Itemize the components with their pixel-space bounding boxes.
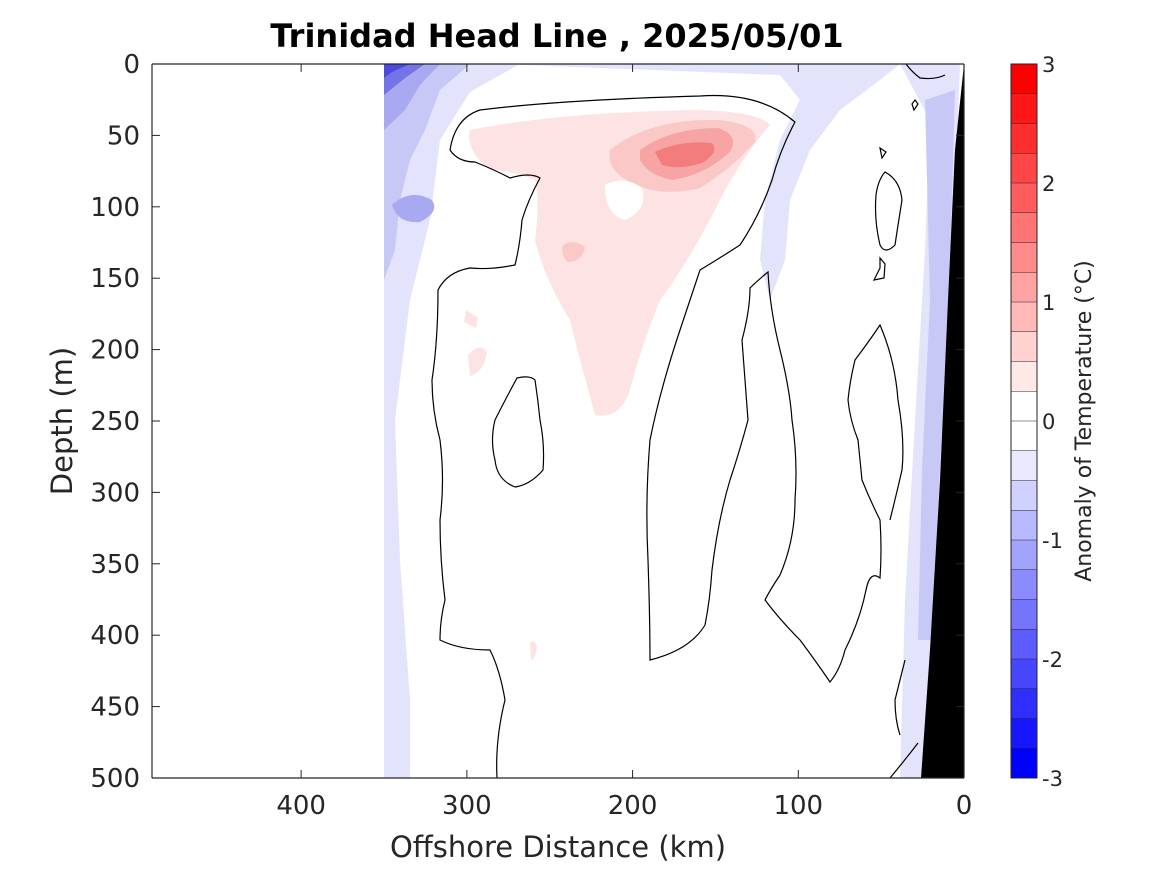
cold-anomaly-coastal-band-2 [918, 90, 955, 640]
anomaly-field [384, 64, 964, 778]
x-tick-label: 0 [956, 791, 973, 821]
y-tick-label: 250 [90, 407, 140, 437]
colorbar-cell [1011, 421, 1037, 452]
x-tick-label: 200 [608, 791, 658, 821]
colorbar-cell [1011, 272, 1037, 303]
colorbar-cell [1011, 629, 1037, 660]
colorbar-cell [1011, 212, 1037, 243]
colorbar-cell [1011, 540, 1037, 571]
colorbar-cell [1011, 93, 1037, 124]
colorbar-cell [1011, 183, 1037, 214]
colorbar-cell [1011, 64, 1037, 95]
colorbar-ticks: 3 2 1 0 -1 -2 -3 [1042, 53, 1063, 791]
y-axis-ticks: 0 50 100 150 200 250 300 350 400 450 500 [90, 50, 964, 794]
x-axis-label: Offshore Distance (km) [390, 830, 726, 864]
colorbar-cell [1011, 153, 1037, 184]
y-tick-label: 300 [90, 478, 140, 508]
colorbar: 3 2 1 0 -1 -2 -3 Anomaly of Temperature (°C) [1010, 53, 1097, 791]
y-tick-label: 450 [90, 693, 140, 723]
y-tick-label: 500 [90, 764, 140, 794]
colorbar-cell [1011, 688, 1037, 719]
non-anomaly-hole [605, 180, 644, 220]
colorbar-cell [1011, 361, 1037, 392]
x-tick-label: 300 [442, 791, 492, 821]
x-tick-label: 400 [276, 791, 326, 821]
warm-anomaly-isolated-2 [468, 347, 487, 376]
cold-anomaly-surface-strong [384, 64, 425, 95]
colorbar-cell [1011, 302, 1037, 333]
colorbar-cell [1011, 510, 1037, 541]
colorbar-cell [1011, 718, 1037, 749]
y-tick-label: 350 [90, 550, 140, 580]
colorbar-cell [1011, 391, 1037, 422]
cold-anomaly-surface-wide [500, 64, 900, 300]
colorbar-frame [1010, 63, 1038, 779]
colorbar-cell [1011, 123, 1037, 154]
colorbar-tick-label: 3 [1042, 53, 1055, 77]
colorbar-cell [1011, 748, 1037, 779]
colorbar-cell [1011, 331, 1037, 362]
colorbar-tick-label: 0 [1042, 410, 1055, 434]
warm-anomaly-core [655, 142, 715, 168]
cold-anomaly-surface-core [384, 64, 410, 78]
warm-anomaly-isolated-3 [530, 641, 537, 660]
colorbar-cell [1011, 450, 1037, 481]
warm-anomaly-small-blob [562, 241, 585, 262]
colorbar-tick-label: -1 [1042, 529, 1063, 553]
x-tick-label: 100 [773, 791, 823, 821]
colorbar-tick-label: 2 [1042, 172, 1055, 196]
y-tick-label: 100 [90, 193, 140, 223]
land-mask [921, 64, 964, 778]
colorbar-label: Anomaly of Temperature (°C) [1072, 260, 1097, 582]
x-axis-ticks: 400 300 200 100 0 [276, 64, 972, 821]
cold-anomaly-100m-blob [392, 195, 435, 223]
y-tick-label: 150 [90, 264, 140, 294]
colorbar-tick-label: -3 [1042, 767, 1063, 791]
cold-anomaly-offshore-band-2 [384, 64, 470, 280]
y-axis-label: Depth (m) [45, 347, 79, 495]
colorbar-cell [1011, 480, 1037, 511]
y-tick-label: 400 [90, 621, 140, 651]
warm-anomaly-isolated-1 [464, 310, 478, 328]
chart-title: Trinidad Head Line , 2025/05/01 [270, 17, 843, 55]
colorbar-cell [1011, 659, 1037, 690]
colorbar-tick-label: -2 [1042, 648, 1063, 672]
zero-contour-lines [431, 64, 946, 778]
colorbar-tick-label: 1 [1042, 291, 1055, 315]
y-tick-label: 0 [123, 50, 140, 80]
y-tick-label: 50 [107, 121, 140, 151]
colorbar-cells [1011, 63, 1037, 779]
colorbar-cell [1011, 242, 1037, 273]
cold-anomaly-offshore-band [384, 64, 520, 778]
colorbar-cell [1011, 569, 1037, 600]
colorbar-cell [1011, 599, 1037, 630]
y-tick-label: 200 [90, 336, 140, 366]
plot-area: 400 300 200 100 0 0 50 100 150 200 250 300 350 400 45… [45, 50, 972, 864]
